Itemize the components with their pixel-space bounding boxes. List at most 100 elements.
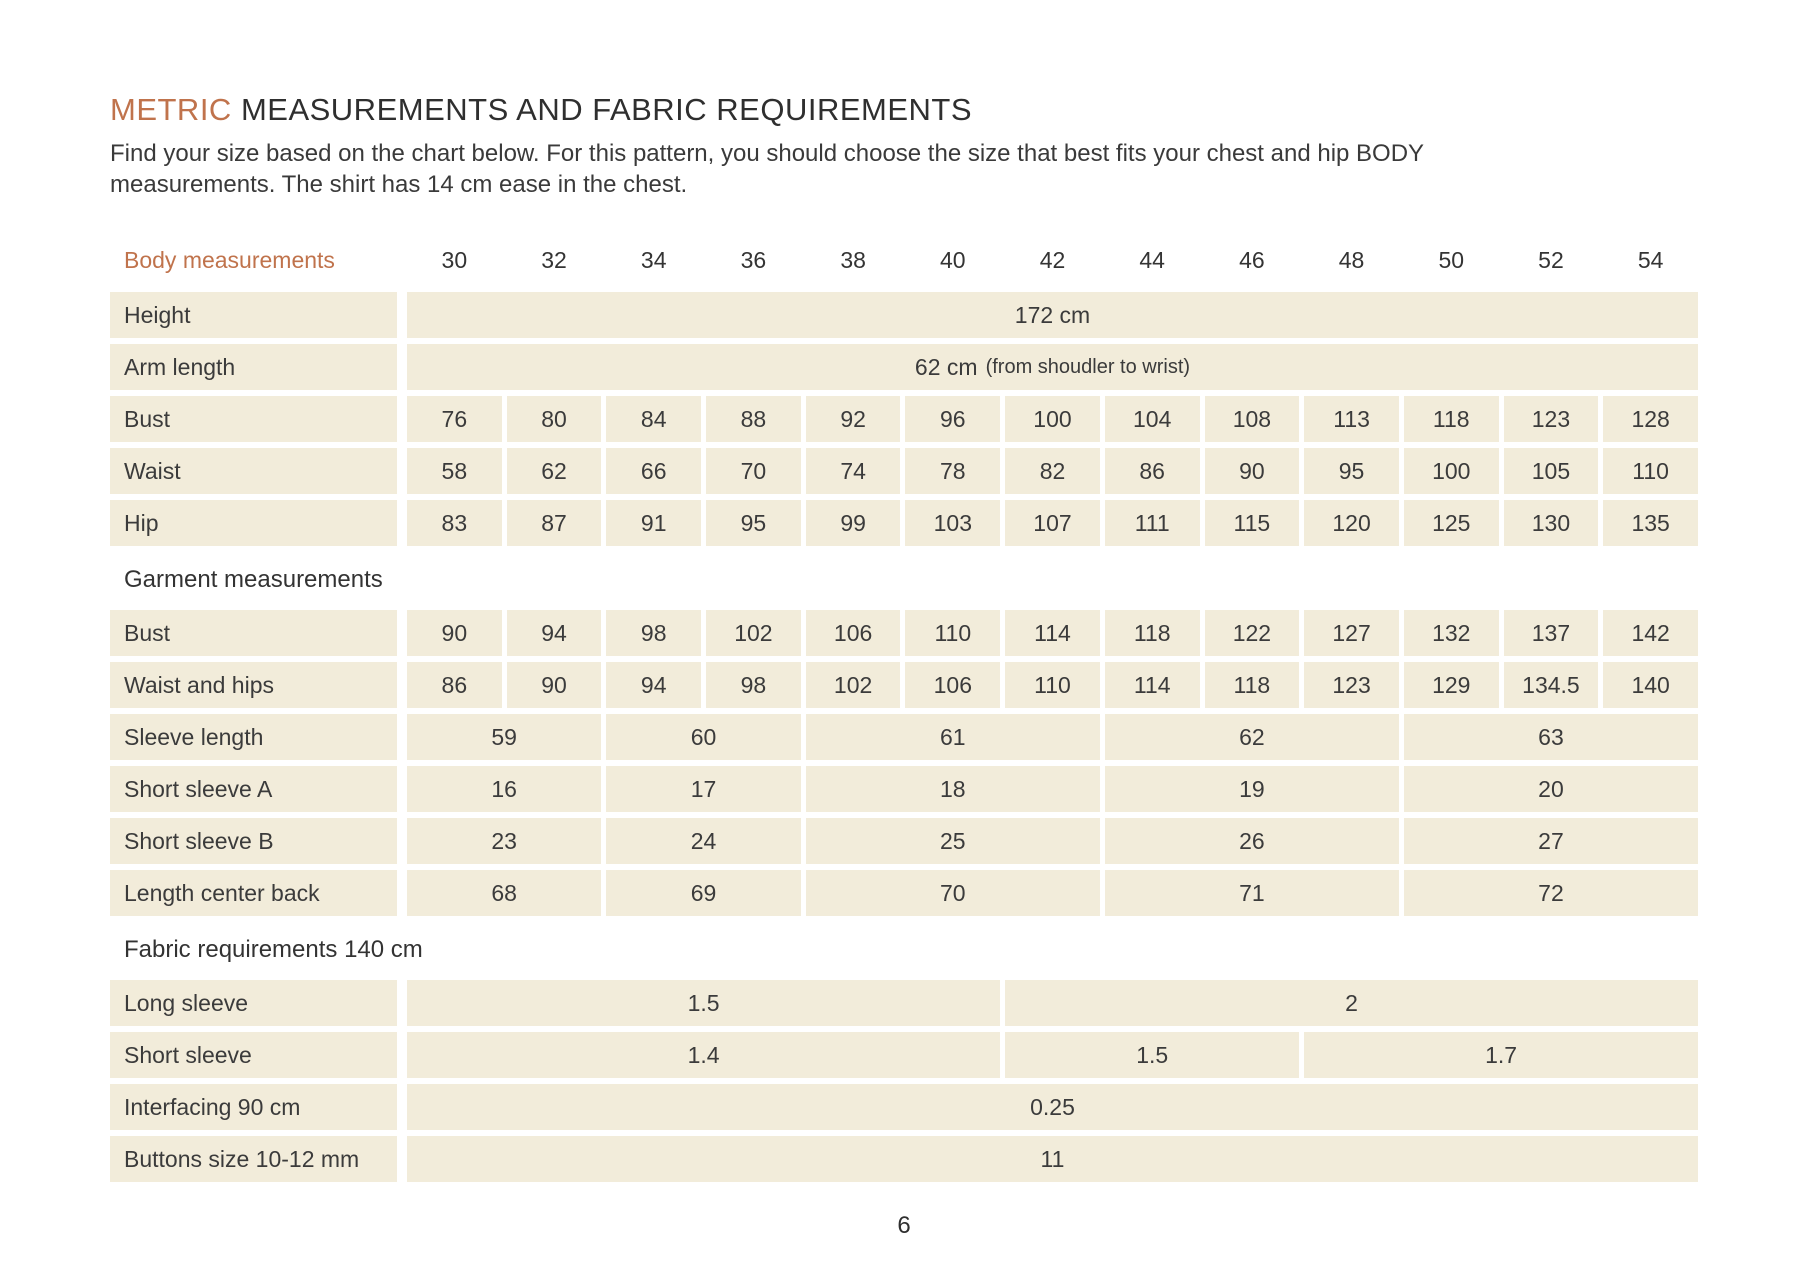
table-cell: 61	[805, 714, 1100, 760]
table-row: Hip 83 87 91 95 99 103 107 111 115 120 125 130 135	[110, 500, 1698, 546]
table-cell: 135	[1603, 500, 1698, 546]
table-cell: 1.5	[407, 980, 1001, 1026]
size-column-header: 50	[1438, 246, 1465, 273]
table-cell: 1.4	[407, 1032, 1001, 1078]
table-cell: 16	[407, 766, 602, 812]
table-row: Length center back 68 69 70 71 72	[110, 870, 1698, 916]
row-label: Bust	[110, 610, 397, 656]
table-cell: 19	[1104, 766, 1399, 812]
table-cell: 76	[407, 396, 502, 442]
table-cell: 125	[1403, 500, 1499, 546]
table-cell: 90	[407, 610, 502, 656]
table-cell: 78	[905, 448, 1001, 494]
table-cell: 87	[506, 500, 602, 546]
size-column-header: 42	[1039, 246, 1066, 273]
table-cell: 113	[1304, 396, 1399, 442]
table-cell: 72	[1403, 870, 1698, 916]
table-row: Interfacing 90 cm 0.25	[110, 1084, 1698, 1130]
table-cell: 142	[1603, 610, 1698, 656]
table-cell: 94	[606, 662, 702, 708]
table-cell: 118	[1204, 662, 1300, 708]
table-cell: 25	[805, 818, 1100, 864]
table-cell: 100	[1005, 396, 1100, 442]
table-cell: 18	[805, 766, 1100, 812]
size-column-header: 46	[1239, 246, 1265, 273]
table-cell: 94	[506, 610, 602, 656]
table-cell: 63	[1403, 714, 1698, 760]
table-cell: 130	[1503, 500, 1599, 546]
table-cell: 62	[1104, 714, 1399, 760]
corner-label: Body measurements	[124, 246, 335, 273]
table-row: Waist and hips 86 90 94 98 102 106 110 114 118 123…	[110, 662, 1698, 708]
table-cell: 69	[606, 870, 801, 916]
table-cell: 98	[706, 662, 801, 708]
table-row: Bust 76 80 84 88 92 96 100 104 108 113 118 123 128	[110, 396, 1698, 442]
table-cell: 83	[407, 500, 502, 546]
table-cell: 98	[606, 610, 702, 656]
row-label: Short sleeve	[110, 1032, 397, 1078]
table-cell: 68	[407, 870, 602, 916]
page-number: 6	[897, 1212, 911, 1239]
table-cell: 107	[1005, 500, 1100, 546]
table-cell: 80	[506, 396, 602, 442]
table-cell: 90	[1204, 448, 1300, 494]
table-cell: 104	[1104, 396, 1200, 442]
table-cell: 132	[1403, 610, 1499, 656]
page-title: METRIC MEASUREMENTS AND FABRIC REQUIREME…	[110, 92, 1698, 128]
table-cell: 115	[1204, 500, 1300, 546]
table-cell: 92	[805, 396, 901, 442]
table-cell: 106	[905, 662, 1001, 708]
table-cell: 106	[805, 610, 901, 656]
table-cell: 102	[805, 662, 901, 708]
measurements-table: Body measurements 30 32 34 36 38 40 42 44 46 48 50…	[110, 240, 1698, 1182]
table-cell: 172 cm	[407, 292, 1698, 338]
table-cell: 108	[1204, 396, 1300, 442]
table-cell: 58	[407, 448, 502, 494]
row-label: Waist	[110, 448, 397, 494]
table-cell: 66	[606, 448, 702, 494]
row-label: Bust	[110, 396, 397, 442]
size-column-header: 44	[1139, 246, 1165, 273]
table-cell: 100	[1403, 448, 1499, 494]
table-cell: 11	[407, 1136, 1698, 1182]
size-column-header: 40	[940, 246, 966, 273]
row-label: Buttons size 10-12 mm	[110, 1136, 397, 1182]
row-label: Hip	[110, 500, 397, 546]
table-cell: 2	[1005, 980, 1698, 1026]
size-header-row: Body measurements 30 32 34 36 38 40 42 44 46 48 50…	[110, 240, 1698, 280]
table-cell: 26	[1104, 818, 1399, 864]
table-row: Sleeve length 59 60 61 62 63	[110, 714, 1698, 760]
table-cell: 95	[706, 500, 801, 546]
intro-text: Find your size based on the chart below.…	[110, 140, 1424, 198]
table-cell: 62 cm (from shoudler to wrist)	[407, 344, 1698, 390]
size-column-header: 48	[1338, 246, 1365, 273]
table-cell: 99	[805, 500, 901, 546]
table-cell: 110	[1603, 448, 1698, 494]
table-cell: 137	[1503, 610, 1599, 656]
table-row: Buttons size 10-12 mm 11	[110, 1136, 1698, 1182]
row-label: Height	[110, 292, 397, 338]
table-cell: 140	[1603, 662, 1698, 708]
table-cell: 88	[706, 396, 801, 442]
table-cell: 70	[706, 448, 801, 494]
table-row: Short sleeve B 23 24 25 26 27	[110, 818, 1698, 864]
table-row: Long sleeve 1.5 2	[110, 980, 1698, 1026]
row-label: Short sleeve A	[110, 766, 397, 812]
row-label: Waist and hips	[110, 662, 397, 708]
table-row: Short sleeve A 16 17 18 19 20	[110, 766, 1698, 812]
table-cell: 128	[1603, 396, 1698, 442]
title-highlight: METRIC	[110, 92, 232, 127]
table-cell: 123	[1503, 396, 1599, 442]
table-cell: 60	[606, 714, 801, 760]
row-label: Sleeve length	[110, 714, 397, 760]
table-cell: 20	[1403, 766, 1698, 812]
table-cell: 118	[1403, 396, 1499, 442]
size-column-header: 38	[840, 246, 866, 273]
table-cell: 84	[606, 396, 702, 442]
table-cell: 110	[905, 610, 1001, 656]
table-cell: 82	[1005, 448, 1100, 494]
table-row: Short sleeve 1.4 1.5 1.7	[110, 1032, 1698, 1078]
table-cell: 74	[805, 448, 901, 494]
table-cell: 17	[606, 766, 801, 812]
